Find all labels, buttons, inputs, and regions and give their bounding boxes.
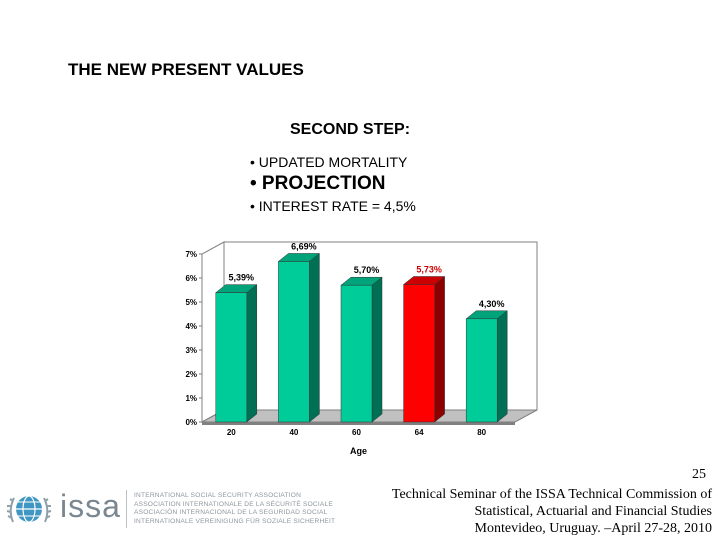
- footer-line: Statistical, Actuarial and Financial Stu…: [474, 504, 712, 519]
- bar: [278, 261, 310, 423]
- y-tick-label: 6%: [185, 274, 197, 283]
- association-name: INTERNATIONAL SOCIAL SECURITY ASSOCIATIO…: [134, 492, 302, 499]
- y-tick-label: 0%: [185, 418, 197, 427]
- data-label: 5,73%: [416, 264, 442, 274]
- x-tick-label: 40: [289, 428, 298, 437]
- footer-line: Montevideo, Uruguay. –April 27-28, 2010: [474, 521, 712, 536]
- y-tick-label: 2%: [185, 370, 197, 379]
- y-tick-label: 3%: [185, 346, 197, 355]
- footer-seminar-text: Technical Seminar of the ISSA Technical …: [392, 486, 712, 537]
- data-label: 5,70%: [354, 265, 380, 275]
- bar-chart-svg: 0% 1% 2% 3% 4% 5% 6% 7% 5,39% 20 6,69% 40 5,70% 60 5,7…: [185, 241, 538, 456]
- bar-chart: 0% 1% 2% 3% 4% 5% 6% 7% 5,39% 20 6,69% 40 5,70% 60 5,7…: [170, 230, 560, 465]
- logo-divider: [126, 490, 127, 528]
- page-number: 25: [692, 467, 706, 482]
- globe-icon: [6, 495, 52, 523]
- association-name: ASSOCIATION INTERNATIONALE DE LA SÉCURIT…: [134, 500, 333, 508]
- association-name: INTERNATIONALE VEREINIGUNG FÜR SOZIALE S…: [134, 517, 336, 525]
- bar-side: [496, 310, 508, 423]
- data-label: 6,69%: [291, 241, 317, 251]
- bar-side: [246, 284, 258, 423]
- data-label: 5,39%: [229, 273, 255, 283]
- step-subtitle: SECOND STEP:: [290, 121, 411, 138]
- issa-wordmark: issa: [60, 488, 121, 524]
- bullet-projection: • PROJECTION: [250, 173, 386, 194]
- chart-floor-edge: [202, 422, 515, 425]
- data-label: 4,30%: [479, 299, 505, 309]
- x-tick-label: 20: [227, 428, 236, 437]
- bar: [465, 318, 498, 423]
- slide-title: THE NEW PRESENT VALUES: [68, 60, 304, 79]
- bar: [340, 284, 373, 423]
- issa-logo: issa INTERNATIONAL SOCIAL SECURITY ASSOC…: [4, 486, 335, 532]
- x-tick-label: 64: [415, 428, 424, 437]
- bar: [215, 292, 248, 423]
- bullet-interest-rate: • INTEREST RATE = 4,5%: [250, 198, 416, 214]
- x-tick-label: 60: [352, 428, 361, 437]
- bar-side: [434, 275, 445, 423]
- y-tick-label: 7%: [185, 250, 197, 259]
- x-tick-label: 80: [477, 428, 486, 437]
- bar-side: [309, 252, 320, 423]
- bar: [403, 284, 435, 423]
- bar-side: [371, 276, 383, 423]
- x-axis-label: Age: [350, 446, 367, 456]
- association-name: ASOCIACIÓN INTERNACIONAL DE LA SEGURIDAD…: [134, 509, 328, 517]
- y-tick-label: 4%: [185, 322, 197, 331]
- association-names: INTERNATIONAL SOCIAL SECURITY ASSOCIATIO…: [134, 492, 335, 526]
- y-tick-label: 1%: [185, 394, 197, 403]
- y-tick-label: 5%: [185, 298, 197, 307]
- bullet-updated-mortality: • UPDATED MORTALITY: [250, 154, 408, 170]
- footer-line: Technical Seminar of the ISSA Technical …: [391, 487, 712, 502]
